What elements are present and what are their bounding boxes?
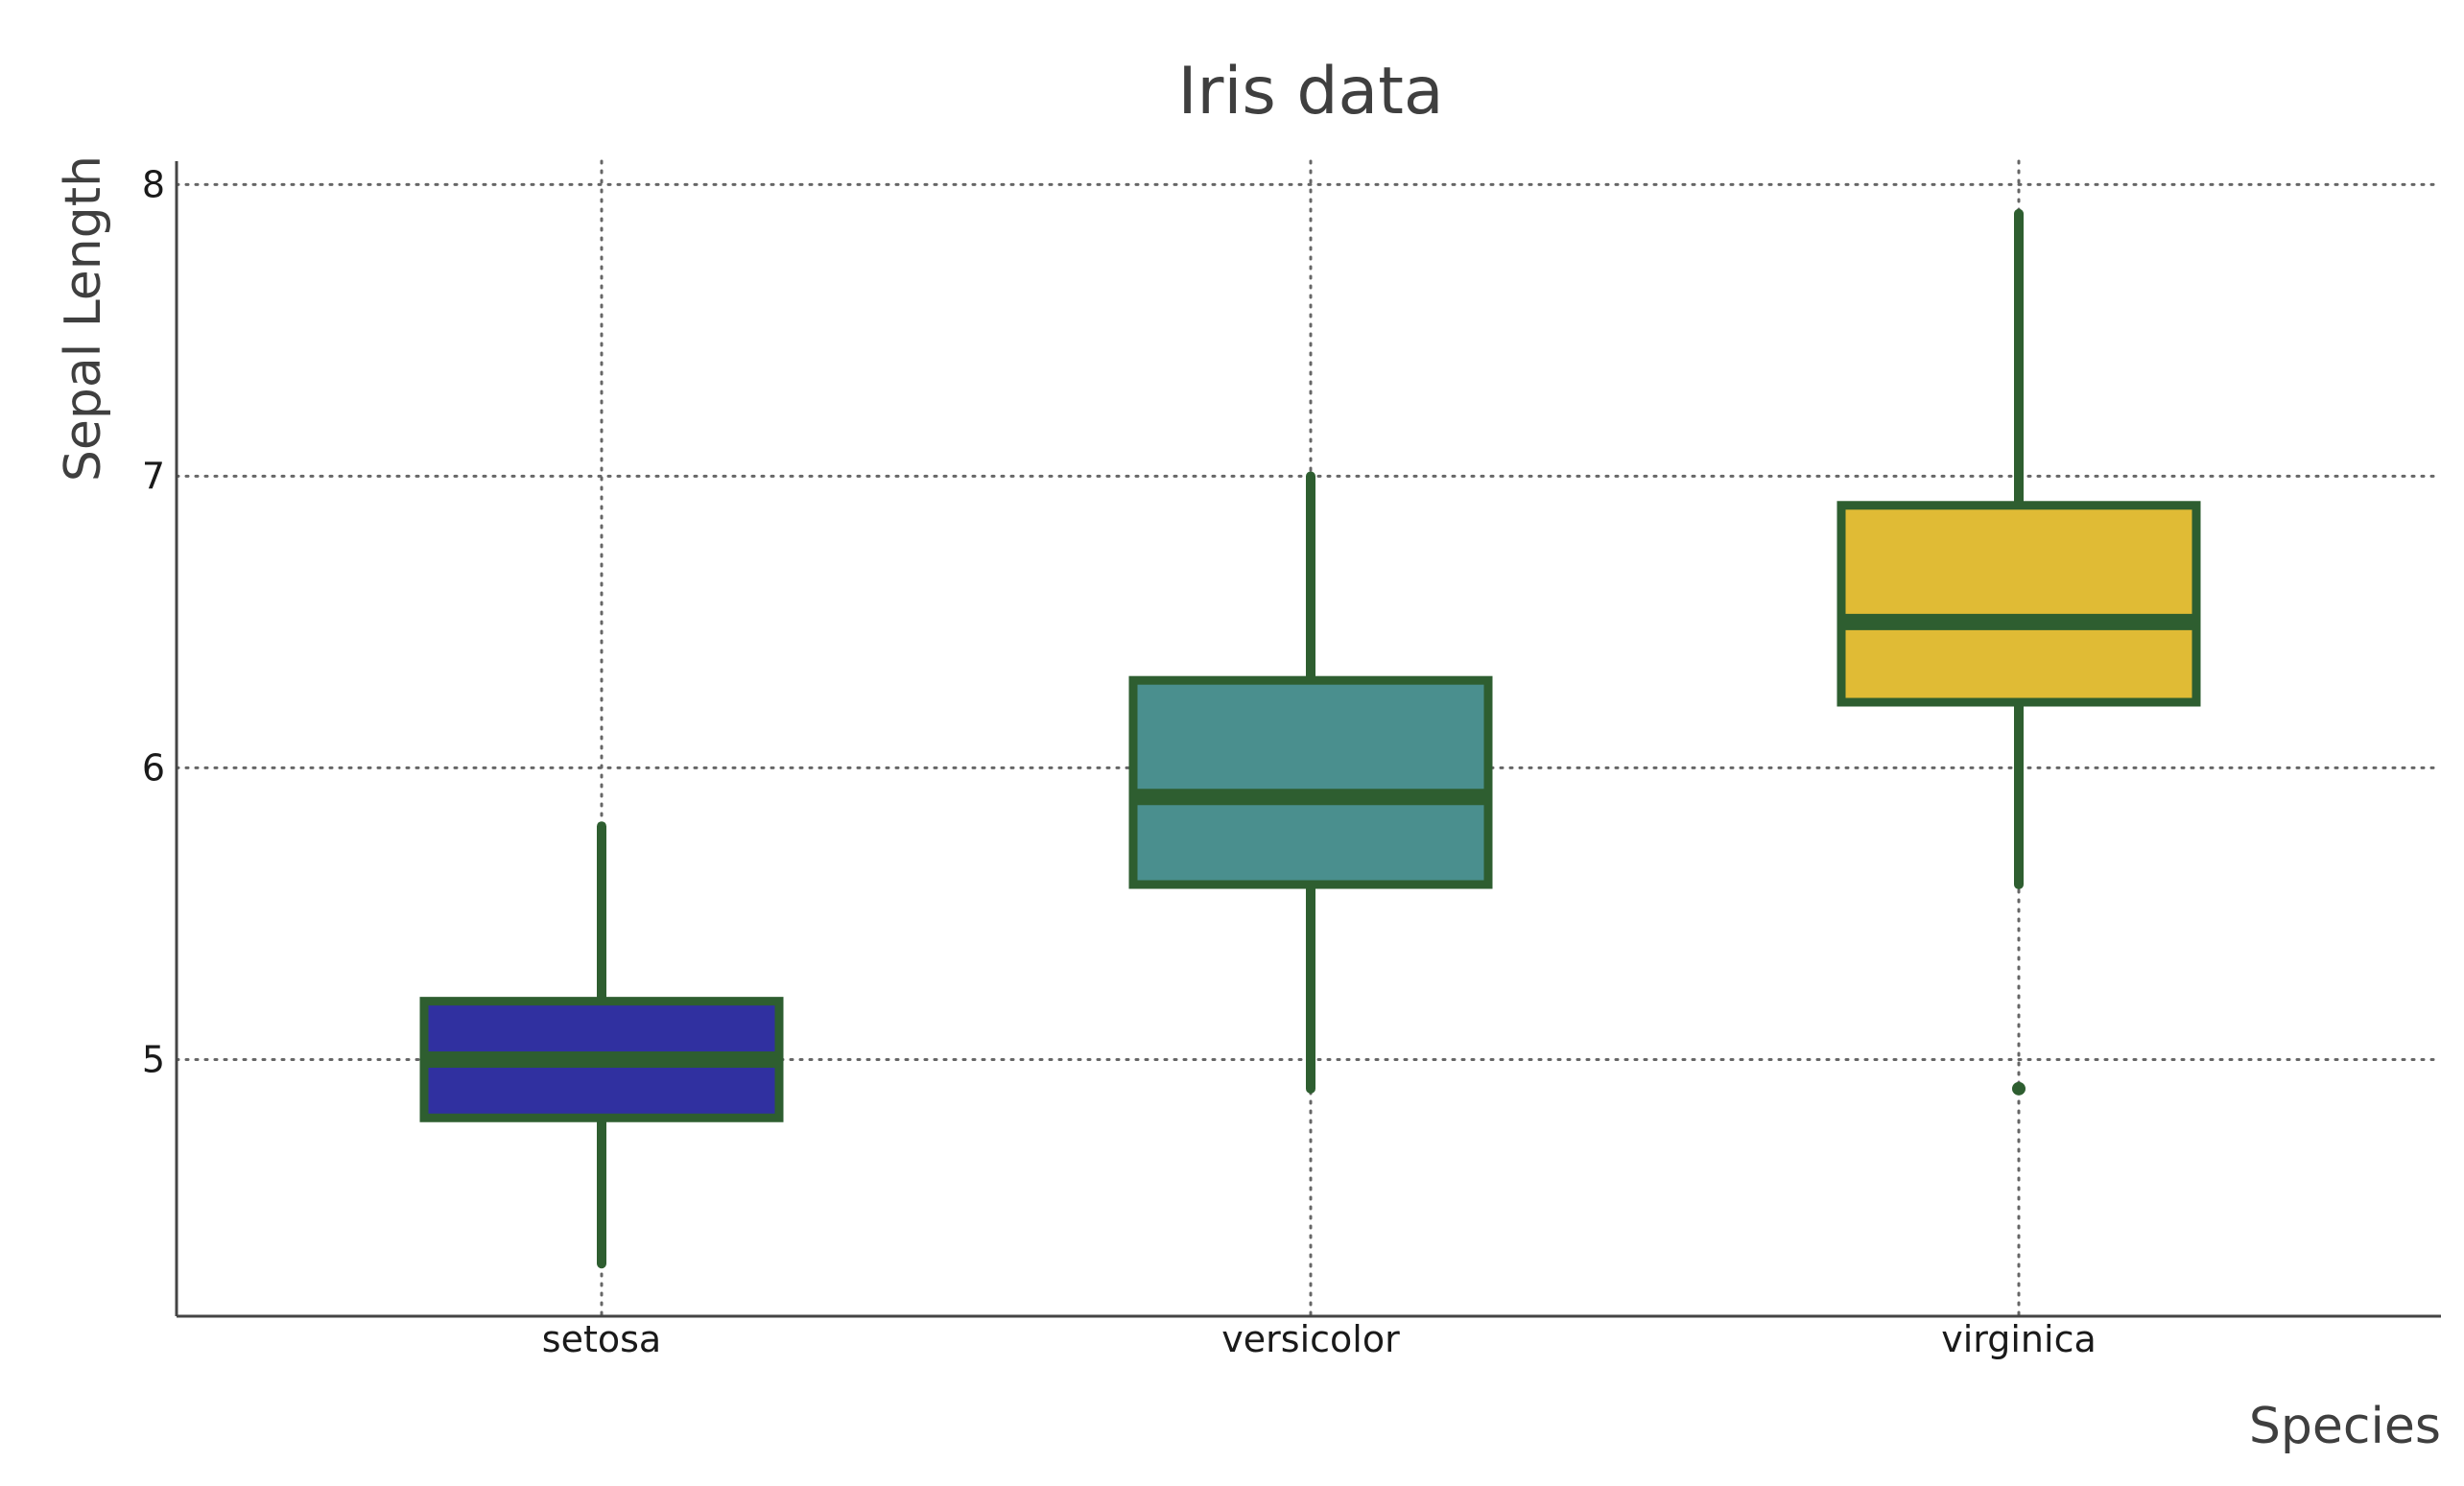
box-body [1836, 501, 2201, 707]
y-axis-label: Sepal Length [55, 155, 112, 482]
x-tick-label: versicolor [1221, 1318, 1400, 1360]
tick-labels: 5 6 7 8 setosa versicolor virginica [142, 163, 2097, 1360]
x-tick-label: setosa [542, 1318, 661, 1360]
axes [175, 161, 2441, 1318]
box-virginica [1836, 208, 2201, 1096]
x-tick-label: virginica [1941, 1318, 2097, 1360]
box-setosa [419, 821, 784, 1269]
chart-title: Iris data [1177, 54, 1443, 130]
box-versicolor [1128, 471, 1493, 1094]
y-tick-label: 7 [142, 455, 165, 497]
y-tick-label: 8 [142, 163, 165, 205]
boxes [419, 208, 2201, 1269]
y-tick-label: 5 [142, 1038, 165, 1080]
box-body [1128, 675, 1493, 889]
x-axis-label: Species [2249, 1398, 2441, 1455]
outlier-point [2012, 1081, 2026, 1096]
y-tick-label: 6 [142, 746, 165, 789]
